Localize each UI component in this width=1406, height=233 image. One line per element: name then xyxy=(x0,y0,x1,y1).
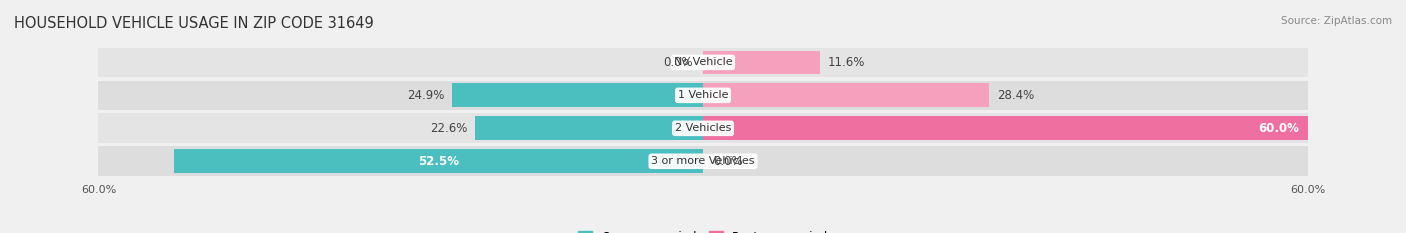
Legend: Owner-occupied, Renter-occupied: Owner-occupied, Renter-occupied xyxy=(572,226,834,233)
Text: 28.4%: 28.4% xyxy=(997,89,1035,102)
Text: Source: ZipAtlas.com: Source: ZipAtlas.com xyxy=(1281,16,1392,26)
Bar xyxy=(98,147,1308,176)
Text: No Vehicle: No Vehicle xyxy=(673,57,733,67)
Bar xyxy=(703,51,820,74)
Text: 1 Vehicle: 1 Vehicle xyxy=(678,90,728,100)
Text: 24.9%: 24.9% xyxy=(406,89,444,102)
Bar xyxy=(98,81,1308,110)
Bar xyxy=(98,113,1308,143)
Text: HOUSEHOLD VEHICLE USAGE IN ZIP CODE 31649: HOUSEHOLD VEHICLE USAGE IN ZIP CODE 3164… xyxy=(14,16,374,31)
Text: 0.0%: 0.0% xyxy=(713,155,742,168)
Bar xyxy=(703,83,990,107)
Bar xyxy=(174,149,703,173)
Text: 60.0%: 60.0% xyxy=(1258,122,1299,135)
Bar xyxy=(475,116,703,140)
Bar xyxy=(453,83,703,107)
Text: 11.6%: 11.6% xyxy=(828,56,865,69)
Text: 0.0%: 0.0% xyxy=(664,56,693,69)
Text: 3 or more Vehicles: 3 or more Vehicles xyxy=(651,156,755,166)
Bar xyxy=(98,48,1308,77)
Text: 22.6%: 22.6% xyxy=(430,122,467,135)
Bar xyxy=(703,116,1308,140)
Text: 2 Vehicles: 2 Vehicles xyxy=(675,123,731,133)
Text: 52.5%: 52.5% xyxy=(418,155,458,168)
